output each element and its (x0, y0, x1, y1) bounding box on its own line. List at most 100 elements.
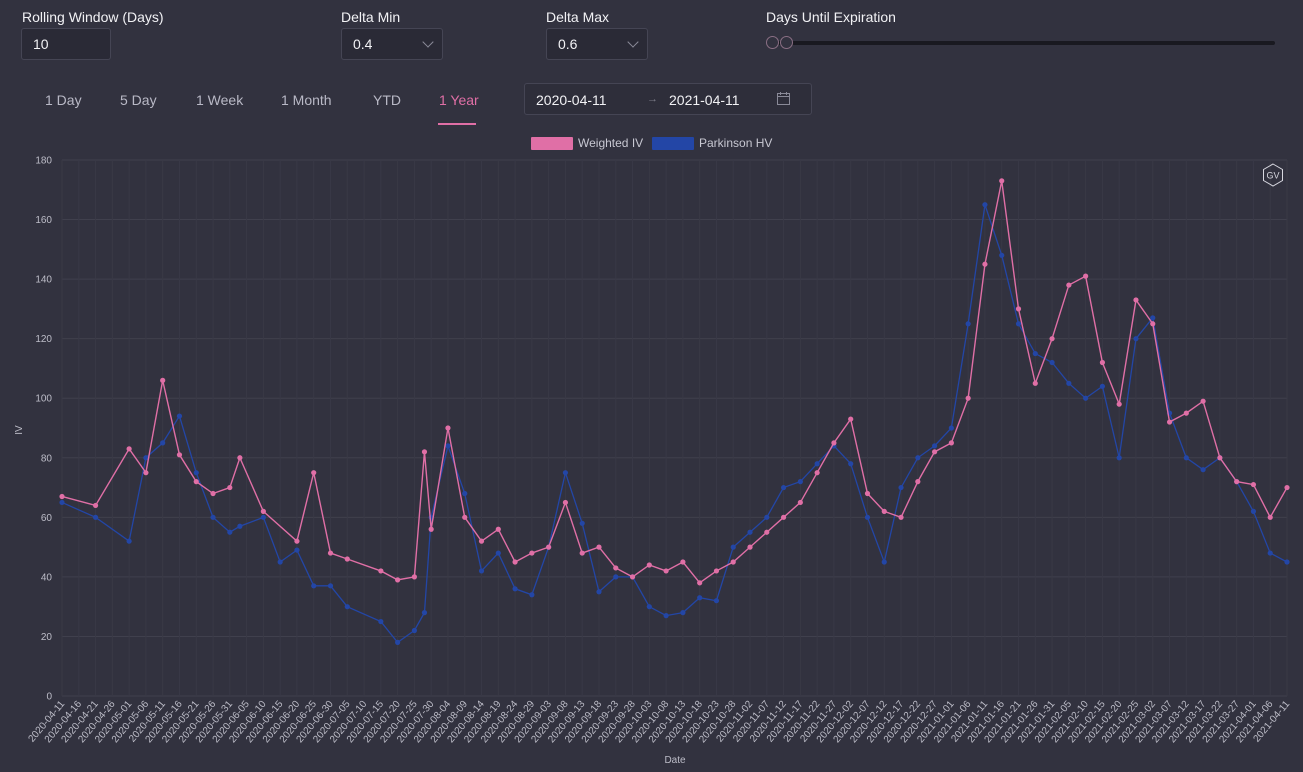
data-point-weighted-iv (344, 556, 350, 562)
data-point-parkinson-hv (1200, 467, 1206, 473)
data-point-parkinson-hv (848, 461, 854, 467)
data-point-parkinson-hv (663, 613, 669, 619)
tab-1-day[interactable]: 1 Day (45, 92, 82, 108)
data-point-parkinson-hv (411, 627, 417, 634)
data-point-parkinson-hv (210, 514, 216, 520)
data-point-weighted-iv (176, 452, 183, 458)
data-point-parkinson-hv (680, 610, 686, 616)
data-point-parkinson-hv (1015, 321, 1022, 327)
data-point-weighted-iv (227, 484, 233, 491)
data-point-weighted-iv (546, 544, 552, 550)
data-point-parkinson-hv (764, 514, 770, 520)
data-point-weighted-iv (378, 568, 384, 574)
data-point-weighted-iv (395, 577, 401, 583)
data-point-weighted-iv (562, 499, 569, 506)
legend-swatch-parkinson-hv[interactable] (652, 137, 694, 150)
delta-max-select[interactable]: 0.6 (546, 28, 648, 60)
y-tick-label: 160 (35, 215, 52, 226)
data-point-parkinson-hv (176, 413, 183, 419)
data-point-weighted-iv (982, 261, 988, 267)
data-point-weighted-iv (237, 455, 243, 461)
tab-5-day[interactable]: 5 Day (120, 92, 157, 108)
data-point-weighted-iv (814, 470, 820, 476)
data-point-weighted-iv (898, 514, 904, 520)
tab-1-year[interactable]: 1 Year (439, 92, 479, 108)
data-point-weighted-iv (1133, 297, 1139, 303)
data-point-parkinson-hv (160, 440, 166, 446)
data-point-weighted-iv (629, 574, 636, 580)
iv-chart: 0 20 40 60 80 100 120 140 160 180 2020-04-112020-… (14, 156, 1293, 767)
data-point-weighted-iv (932, 449, 938, 455)
y-tick-label: 60 (41, 513, 53, 524)
tab-1-month[interactable]: 1 Month (281, 92, 332, 108)
data-point-weighted-iv (697, 580, 703, 586)
delta-min-select[interactable]: 0.4 (341, 28, 443, 60)
date-start[interactable]: 2020-04-11 (536, 92, 607, 108)
data-point-weighted-iv (1234, 479, 1240, 485)
data-point-weighted-iv (260, 508, 266, 514)
data-point-weighted-iv (1267, 514, 1273, 520)
date-range-picker[interactable]: 2020-04-11 → 2021-04-11 (524, 83, 812, 115)
slider-handle-min[interactable] (766, 36, 779, 49)
expiration-slider-track[interactable] (770, 41, 1275, 45)
data-point-parkinson-hv (1150, 315, 1156, 321)
chart-grid (61, 159, 1288, 697)
badge-label: GV (1266, 171, 1279, 181)
data-point-weighted-iv (445, 425, 451, 431)
date-end[interactable]: 2021-04-11 (669, 92, 740, 108)
data-point-parkinson-hv (881, 559, 887, 565)
tab-1-week[interactable]: 1 Week (196, 92, 244, 108)
data-point-weighted-iv (1083, 273, 1089, 279)
data-point-parkinson-hv (237, 523, 243, 529)
data-point-weighted-iv (1183, 410, 1189, 416)
active-tab-indicator (438, 123, 476, 125)
y-axis: 0 20 40 60 80 100 120 140 160 180 (35, 156, 52, 703)
data-point-weighted-iv (294, 538, 300, 544)
data-point-parkinson-hv (562, 470, 569, 476)
delta-min-value: 0.4 (353, 36, 373, 52)
legend-swatch-weighted-iv[interactable] (531, 137, 573, 150)
calendar-icon[interactable] (777, 92, 790, 110)
data-point-weighted-iv (126, 446, 132, 452)
data-point-weighted-iv (730, 559, 736, 565)
data-point-parkinson-hv (445, 443, 451, 449)
data-point-weighted-iv (478, 538, 485, 544)
data-point-parkinson-hv (92, 514, 99, 520)
x-axis-label: Date (664, 755, 686, 766)
data-point-weighted-iv (210, 490, 216, 497)
data-point-parkinson-hv (780, 484, 787, 491)
data-point-weighted-iv (613, 565, 619, 571)
data-point-parkinson-hv (260, 514, 266, 520)
data-point-weighted-iv (327, 550, 334, 556)
data-point-weighted-iv (596, 544, 602, 550)
data-point-weighted-iv (713, 568, 720, 574)
data-point-parkinson-hv (1133, 336, 1139, 342)
data-point-parkinson-hv (697, 595, 703, 601)
data-point-parkinson-hv (814, 461, 820, 467)
tab-ytd[interactable]: YTD (373, 92, 401, 108)
series-line-weighted-iv (61, 180, 1288, 584)
data-point-weighted-iv (1032, 380, 1038, 386)
data-point-weighted-iv (881, 508, 887, 514)
data-point-parkinson-hv (797, 479, 803, 485)
data-point-parkinson-hv (579, 520, 585, 526)
data-point-parkinson-hv (898, 484, 904, 491)
data-point-parkinson-hv (512, 586, 518, 592)
y-tick-label: 0 (46, 692, 52, 703)
chevron-down-icon (422, 36, 434, 48)
data-point-parkinson-hv (478, 568, 485, 574)
legend-label-parkinson-hv[interactable]: Parkinson HV (699, 136, 773, 150)
data-point-parkinson-hv (932, 443, 938, 449)
slider-handle-max[interactable] (780, 36, 793, 49)
data-point-parkinson-hv (193, 470, 199, 476)
data-point-weighted-iv (411, 574, 417, 580)
data-point-parkinson-hv (59, 499, 65, 506)
rolling-window-input[interactable]: 10 (21, 28, 111, 60)
data-point-weighted-iv (462, 514, 468, 520)
data-point-weighted-iv (92, 502, 99, 509)
data-point-weighted-iv (747, 544, 753, 550)
legend-label-weighted-iv[interactable]: Weighted IV (578, 136, 644, 150)
data-point-parkinson-hv (1066, 380, 1072, 386)
hexagon-badge-icon[interactable]: GV (1263, 163, 1283, 187)
x-axis: 2020-04-112020-04-162020-04-212020-04-26… (26, 699, 1292, 746)
